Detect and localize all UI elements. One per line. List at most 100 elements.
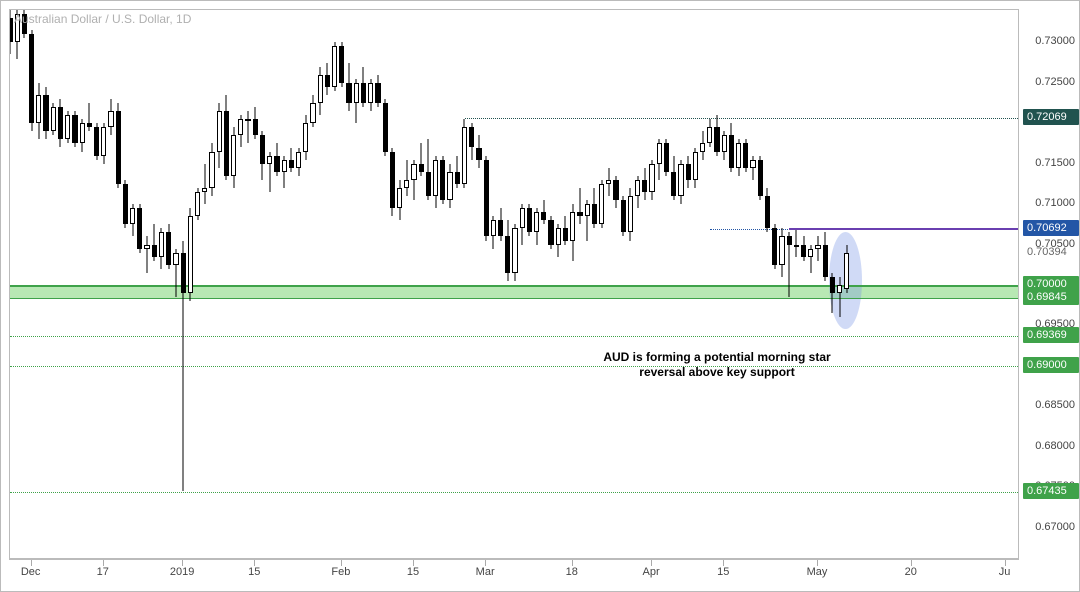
candle[interactable]	[72, 10, 77, 559]
candle[interactable]	[325, 10, 330, 559]
candle[interactable]	[267, 10, 272, 559]
candle[interactable]	[455, 10, 460, 559]
candle[interactable]	[101, 10, 106, 559]
candle[interactable]	[130, 10, 135, 559]
candle[interactable]	[823, 10, 828, 559]
candle[interactable]	[209, 10, 214, 559]
candle[interactable]	[491, 10, 496, 559]
candle[interactable]	[657, 10, 662, 559]
candle[interactable]	[606, 10, 611, 559]
candle[interactable]	[585, 10, 590, 559]
candle[interactable]	[253, 10, 258, 559]
candle[interactable]	[563, 10, 568, 559]
candle[interactable]	[750, 10, 755, 559]
candle[interactable]	[94, 10, 99, 559]
candle[interactable]	[758, 10, 763, 559]
candle[interactable]	[296, 10, 301, 559]
candle[interactable]	[498, 10, 503, 559]
candle[interactable]	[671, 10, 676, 559]
candle[interactable]	[599, 10, 604, 559]
candle[interactable]	[411, 10, 416, 559]
candle[interactable]	[36, 10, 41, 559]
candle[interactable]	[195, 10, 200, 559]
candle[interactable]	[181, 10, 186, 559]
candle[interactable]	[87, 10, 92, 559]
candle[interactable]	[462, 10, 467, 559]
candle[interactable]	[224, 10, 229, 559]
candle[interactable]	[144, 10, 149, 559]
candle[interactable]	[649, 10, 654, 559]
candle[interactable]	[404, 10, 409, 559]
candle[interactable]	[743, 10, 748, 559]
candle[interactable]	[729, 10, 734, 559]
candle[interactable]	[173, 10, 178, 559]
candle[interactable]	[642, 10, 647, 559]
candle[interactable]	[686, 10, 691, 559]
candle[interactable]	[808, 10, 813, 559]
candle[interactable]	[217, 10, 222, 559]
candle[interactable]	[159, 10, 164, 559]
candle[interactable]	[613, 10, 618, 559]
candle[interactable]	[426, 10, 431, 559]
candle[interactable]	[577, 10, 582, 559]
candle[interactable]	[447, 10, 452, 559]
candle[interactable]	[541, 10, 546, 559]
candle[interactable]	[534, 10, 539, 559]
candle[interactable]	[137, 10, 142, 559]
candle[interactable]	[476, 10, 481, 559]
candle[interactable]	[310, 10, 315, 559]
candle[interactable]	[512, 10, 517, 559]
candle[interactable]	[116, 10, 121, 559]
candle[interactable]	[635, 10, 640, 559]
candle[interactable]	[714, 10, 719, 559]
candle[interactable]	[693, 10, 698, 559]
candle[interactable]	[58, 10, 63, 559]
plot-area[interactable]: Australian Dollar / U.S. Dollar, 1D AUD …	[9, 9, 1019, 559]
candle[interactable]	[736, 10, 741, 559]
candle[interactable]	[794, 10, 799, 559]
candle[interactable]	[188, 10, 193, 559]
candle[interactable]	[282, 10, 287, 559]
candle[interactable]	[722, 10, 727, 559]
candle[interactable]	[592, 10, 597, 559]
candle[interactable]	[375, 10, 380, 559]
candle[interactable]	[815, 10, 820, 559]
candle[interactable]	[390, 10, 395, 559]
candle[interactable]	[43, 10, 48, 559]
candle[interactable]	[801, 10, 806, 559]
candle[interactable]	[202, 10, 207, 559]
candle[interactable]	[231, 10, 236, 559]
candle[interactable]	[433, 10, 438, 559]
candle[interactable]	[628, 10, 633, 559]
candle[interactable]	[289, 10, 294, 559]
candle[interactable]	[166, 10, 171, 559]
candle[interactable]	[484, 10, 489, 559]
candle[interactable]	[22, 10, 27, 559]
candle[interactable]	[274, 10, 279, 559]
candle[interactable]	[505, 10, 510, 559]
candle[interactable]	[354, 10, 359, 559]
candle[interactable]	[700, 10, 705, 559]
candle[interactable]	[108, 10, 113, 559]
candle[interactable]	[29, 10, 34, 559]
candle[interactable]	[397, 10, 402, 559]
candle[interactable]	[621, 10, 626, 559]
candle[interactable]	[527, 10, 532, 559]
candle[interactable]	[707, 10, 712, 559]
candle[interactable]	[80, 10, 85, 559]
candle[interactable]	[318, 10, 323, 559]
candle[interactable]	[123, 10, 128, 559]
candle[interactable]	[346, 10, 351, 559]
candle[interactable]	[238, 10, 243, 559]
candle[interactable]	[260, 10, 265, 559]
candle[interactable]	[15, 10, 20, 559]
candle[interactable]	[368, 10, 373, 559]
candle[interactable]	[65, 10, 70, 559]
candle[interactable]	[765, 10, 770, 559]
candle[interactable]	[245, 10, 250, 559]
candle[interactable]	[779, 10, 784, 559]
candle[interactable]	[152, 10, 157, 559]
candle[interactable]	[419, 10, 424, 559]
candle[interactable]	[469, 10, 474, 559]
candle[interactable]	[520, 10, 525, 559]
